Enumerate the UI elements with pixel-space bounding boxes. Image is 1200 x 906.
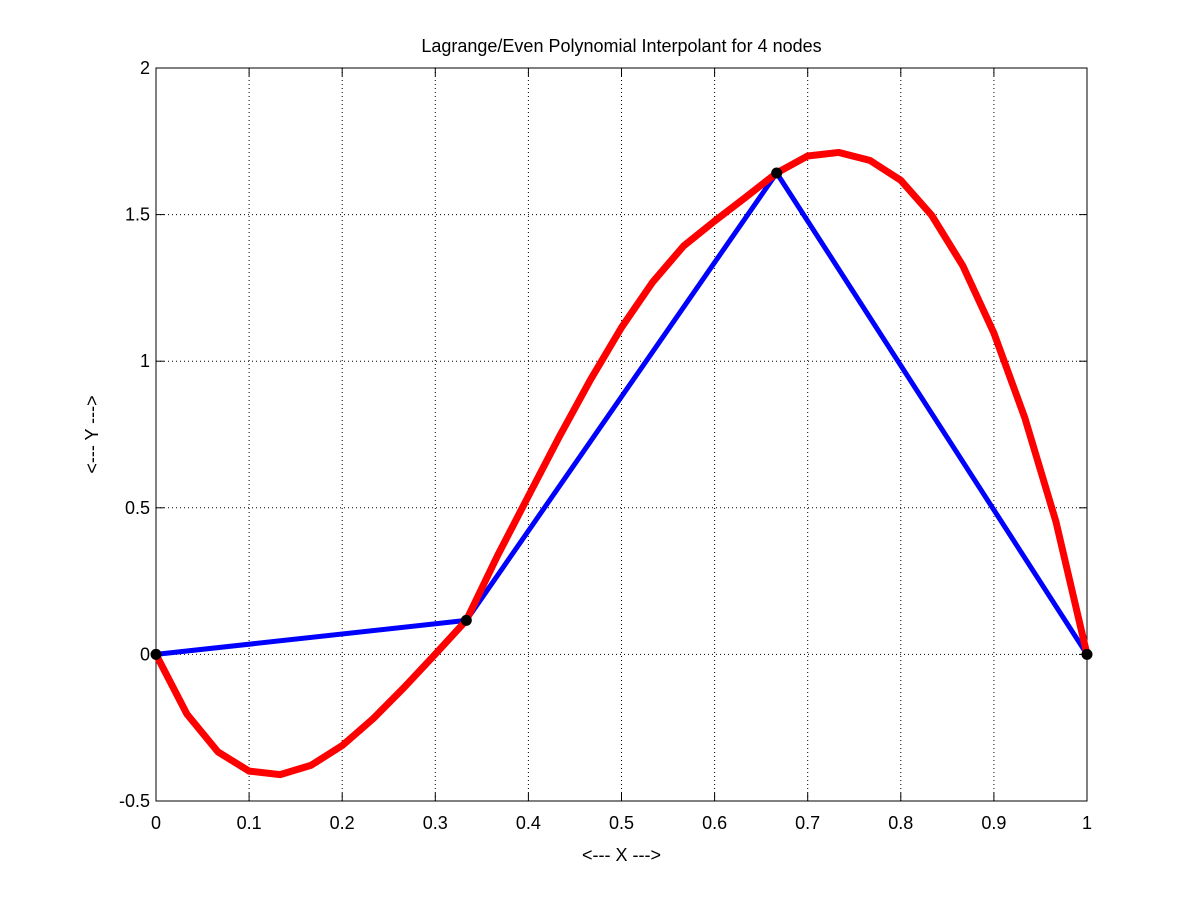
y-tick-label: 2 <box>140 58 150 78</box>
node-point <box>1081 648 1093 660</box>
x-tick-label: 0.2 <box>330 813 355 833</box>
series-line-polynomial-interpolant <box>152 148 1091 779</box>
x-axis-label: <--- X ---> <box>582 845 661 865</box>
x-tick-label: 0.5 <box>609 813 634 833</box>
y-tick-label: 1 <box>140 351 150 371</box>
series <box>152 148 1091 779</box>
y-tick-label: 0 <box>140 644 150 664</box>
x-tick-label: 1 <box>1082 813 1092 833</box>
node-point <box>771 167 783 179</box>
x-tick-label: 0.1 <box>237 813 262 833</box>
x-tick-label: 0 <box>151 813 161 833</box>
y-tick-label: 1.5 <box>125 205 150 225</box>
x-tick-label: 0.4 <box>516 813 541 833</box>
nodes <box>150 167 1093 660</box>
y-axis-label: <--- Y ---> <box>82 395 102 473</box>
series-line-piecewise-linear <box>153 170 1090 657</box>
y-tick-label: -0.5 <box>119 791 150 811</box>
x-tick-label: 0.7 <box>795 813 820 833</box>
chart-title: Lagrange/Even Polynomial Interpolant for… <box>421 36 821 56</box>
x-tick-label: 0.3 <box>423 813 448 833</box>
y-tick-label: 0.5 <box>125 498 150 518</box>
node-point <box>460 614 472 626</box>
x-tick-label: 0.8 <box>888 813 913 833</box>
x-tick-label: 0.6 <box>702 813 727 833</box>
node-point <box>150 648 162 660</box>
ticks: 0 0.1 0.2 0.3 0.4 0.5 0.6 0.7 0.8 0.9 1-0.500.511.… <box>119 58 1092 833</box>
x-tick-label: 0.9 <box>981 813 1006 833</box>
